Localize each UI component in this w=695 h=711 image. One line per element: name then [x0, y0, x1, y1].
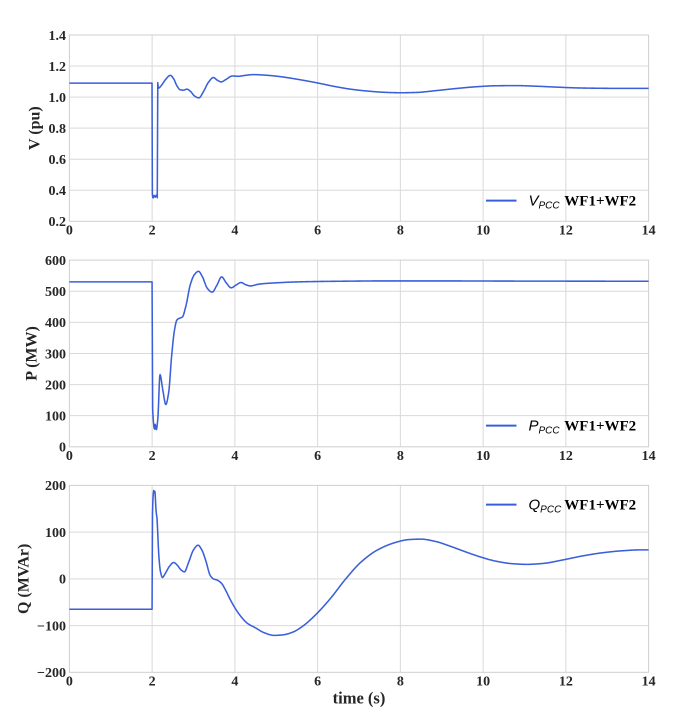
svg-text:P (MW): P (MW) [24, 326, 41, 381]
svg-text:WF1+WF2: WF1+WF2 [564, 419, 636, 435]
svg-text:10: 10 [476, 449, 490, 464]
svg-text:0.8: 0.8 [49, 122, 67, 137]
svg-text:14: 14 [642, 674, 656, 689]
svg-text:time (s): time (s) [333, 689, 386, 708]
svg-text:6: 6 [314, 674, 321, 689]
svg-text:200: 200 [45, 479, 66, 494]
svg-text:0.2: 0.2 [49, 215, 67, 230]
svg-text:2: 2 [149, 223, 156, 238]
svg-text:WF1+WF2: WF1+WF2 [564, 194, 636, 210]
svg-text:8: 8 [397, 674, 404, 689]
svg-text:0: 0 [66, 223, 73, 238]
svg-text:0.4: 0.4 [49, 184, 67, 199]
svg-text:2: 2 [149, 449, 156, 464]
svg-text:300: 300 [45, 347, 66, 362]
svg-text:10: 10 [476, 223, 490, 238]
svg-text:12: 12 [559, 223, 573, 238]
svg-text:1.2: 1.2 [49, 60, 67, 75]
svg-text:100: 100 [45, 526, 66, 541]
svg-text:12: 12 [559, 674, 573, 689]
svg-text:V (pu): V (pu) [27, 106, 44, 150]
svg-text:0.6: 0.6 [49, 153, 67, 168]
svg-text:500: 500 [45, 285, 66, 300]
svg-text:0: 0 [59, 573, 66, 588]
svg-text:1.4: 1.4 [49, 29, 67, 44]
svg-text:14: 14 [642, 223, 656, 238]
svg-text:−100: −100 [37, 619, 66, 634]
svg-text:0: 0 [66, 449, 73, 464]
svg-text:Q (MVAr): Q (MVAr) [15, 544, 32, 614]
svg-text:100: 100 [45, 409, 66, 424]
svg-text:6: 6 [314, 223, 321, 238]
svg-text:8: 8 [397, 223, 404, 238]
svg-text:−200: −200 [37, 666, 66, 681]
svg-text:1.0: 1.0 [49, 91, 67, 106]
svg-text:8: 8 [397, 449, 404, 464]
svg-text:200: 200 [45, 378, 66, 393]
svg-text:4: 4 [231, 223, 238, 238]
svg-text:0: 0 [59, 441, 66, 456]
svg-text:10: 10 [476, 674, 490, 689]
svg-text:400: 400 [45, 316, 66, 331]
svg-text:0: 0 [66, 674, 73, 689]
svg-text:4: 4 [231, 674, 238, 689]
svg-text:600: 600 [45, 254, 66, 269]
svg-text:WF1+WF2: WF1+WF2 [564, 498, 636, 514]
svg-text:6: 6 [314, 449, 321, 464]
svg-text:14: 14 [642, 449, 656, 464]
svg-text:4: 4 [231, 449, 238, 464]
svg-text:2: 2 [149, 674, 156, 689]
svg-text:12: 12 [559, 449, 573, 464]
